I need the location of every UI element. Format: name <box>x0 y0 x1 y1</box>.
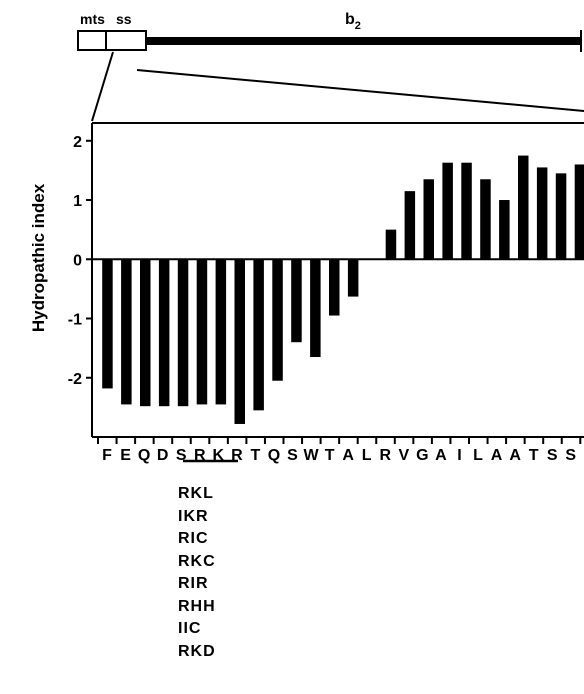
bar <box>159 259 170 406</box>
bar <box>329 259 340 315</box>
bar <box>405 191 416 259</box>
bar <box>291 259 302 342</box>
mutant-label: RHH <box>178 596 238 619</box>
bar <box>102 259 113 388</box>
y-tick-label: -2 <box>68 371 82 388</box>
bar <box>253 259 264 410</box>
mts-box <box>78 31 106 50</box>
bar <box>140 259 151 406</box>
ss-label: ss <box>116 11 132 27</box>
x-tick-label: S <box>287 447 298 464</box>
y-tick-label: -1 <box>68 312 82 329</box>
bar <box>216 259 227 404</box>
b2-bar <box>146 37 580 45</box>
mts-label: mts <box>80 11 105 27</box>
x-tick-label: T <box>529 447 539 464</box>
mutant-label: RKC <box>178 551 238 574</box>
b2-subscript: 2 <box>355 20 361 32</box>
bar <box>537 167 548 259</box>
x-tick-label: V <box>398 447 409 464</box>
bar <box>499 200 510 259</box>
zoom-line-right <box>137 70 584 111</box>
mutant-label: IIC <box>178 618 238 641</box>
b2-label: b2 <box>345 11 361 32</box>
x-tick-label: E <box>120 447 131 464</box>
precursor-schematic: mts ss b2 <box>78 11 584 121</box>
bar <box>348 259 359 296</box>
x-tick-label: T <box>325 447 335 464</box>
mutant-label: RIC <box>178 528 238 551</box>
bar <box>386 230 397 260</box>
x-tick-label: Q <box>268 447 280 464</box>
bar <box>178 259 189 406</box>
mutant-label: IKR <box>178 506 238 529</box>
x-tick-label: A <box>435 447 447 464</box>
bar <box>235 259 246 424</box>
x-tick-label: S <box>565 447 576 464</box>
x-tick-label: A <box>491 447 503 464</box>
x-tick-label: G <box>416 447 428 464</box>
x-tick-label: D <box>157 447 169 464</box>
x-tick-label: A <box>342 447 354 464</box>
x-tick-label: L <box>473 447 483 464</box>
bar <box>518 156 529 260</box>
bar <box>121 259 132 404</box>
bar <box>461 163 472 260</box>
y-tick-label: 2 <box>73 134 82 151</box>
x-tick-label: R <box>379 447 391 464</box>
x-tick-label: W <box>303 447 319 464</box>
bar <box>310 259 321 357</box>
mutant-label: RKL <box>178 483 238 506</box>
plot-area: 210-1-2FEQDSRKRTQSWTALRVGAILAATSSVAY <box>68 123 584 464</box>
mutant-list: RKL IKR RIC RKC RIR RHH IIC RKD <box>178 483 238 663</box>
y-tick-label: 0 <box>73 252 82 269</box>
mutant-label: RKD <box>178 641 238 664</box>
bar <box>480 179 491 259</box>
y-axis-label: Hydropathic index <box>29 183 48 332</box>
y-tick-label: 1 <box>73 193 82 210</box>
x-tick-label: A <box>509 447 521 464</box>
x-tick-label: F <box>102 447 112 464</box>
x-tick-label: L <box>362 447 372 464</box>
x-tick-label: T <box>251 447 261 464</box>
zoom-line-left <box>92 52 113 121</box>
ss-box <box>106 31 146 50</box>
x-tick-label: I <box>457 447 461 464</box>
x-tick-label: S <box>547 447 558 464</box>
bar <box>556 173 567 259</box>
x-tick-label: Q <box>138 447 150 464</box>
bar <box>424 179 435 259</box>
bar <box>442 163 453 260</box>
mutant-label: RIR <box>178 573 238 596</box>
bar <box>197 259 208 404</box>
bar <box>575 164 584 259</box>
bar <box>272 259 283 380</box>
